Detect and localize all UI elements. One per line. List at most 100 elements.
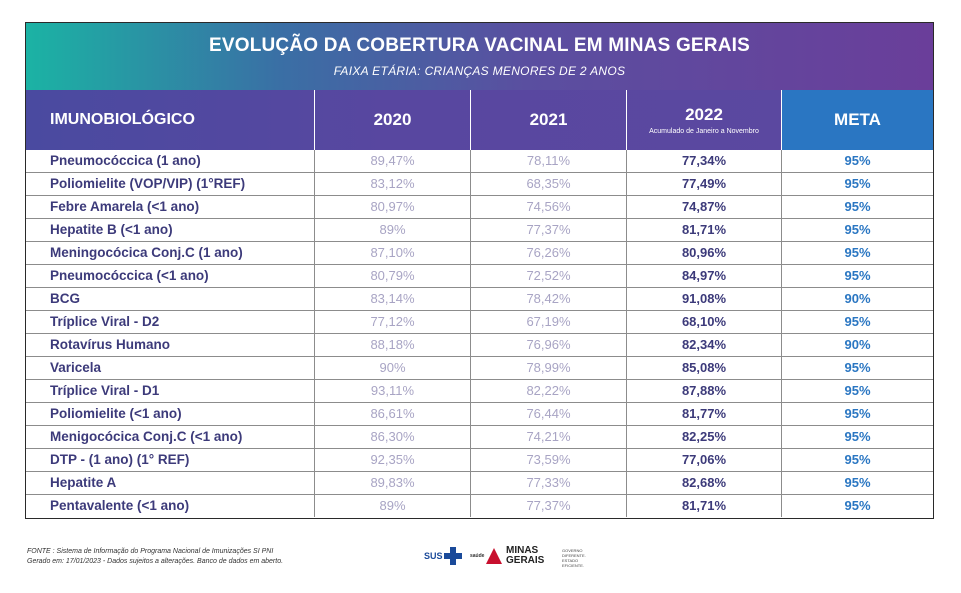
header-2022-note: Acumulado de Janeiro a Novembro [649, 128, 759, 135]
cell-2020: 86,30% [314, 426, 470, 448]
cell-meta: 90% [781, 288, 933, 310]
title-bar: EVOLUÇÃO DA COBERTURA VACINAL EM MINAS G… [26, 23, 933, 90]
footer-source: FONTE : Sistema de Informação do Program… [27, 547, 283, 567]
cell-2022: 84,97% [626, 265, 781, 287]
cell-immunobiological: Menigocócica Conj.C (<1 ano) [50, 429, 243, 444]
cell-2020: 92,35% [314, 449, 470, 471]
cell-immunobiological: Pneumocóccica (1 ano) [50, 153, 201, 168]
header-2022: 2022 Acumulado de Janeiro a Novembro [626, 90, 781, 150]
saude-logo-text: saúde [470, 553, 485, 559]
table-row: Poliomielite (<1 ano) 86,61% 76,44% 81,77% 9… [26, 403, 933, 426]
cell-2021: 73,59% [470, 449, 626, 471]
cell-meta: 95% [781, 173, 933, 195]
cell-immunobiological: Febre Amarela (<1 ano) [50, 199, 200, 214]
cell-2022: 85,08% [626, 357, 781, 379]
cell-2020: 83,12% [314, 173, 470, 195]
cell-2021: 77,37% [470, 219, 626, 241]
cell-meta: 95% [781, 311, 933, 333]
table-row: Pneumocóccica (1 ano) 89,47% 78,11% 77,34% 9… [26, 150, 933, 173]
table-row: Tríplice Viral - D1 93,11% 82,22% 87,88% 95% [26, 380, 933, 403]
cell-2020: 77,12% [314, 311, 470, 333]
cell-2022: 81,71% [626, 219, 781, 241]
cell-2020: 87,10% [314, 242, 470, 264]
header-immunobiological: IMUNOBIOLÓGICO [26, 90, 314, 150]
footer-logos: SUS saúde MINAS GERAIS GOVERNO DIFERENTE… [424, 545, 594, 569]
table-row: Varicela 90% 78,99% 85,08% 95% [26, 357, 933, 380]
cell-immunobiological: Tríplice Viral - D2 [50, 314, 160, 329]
cell-2021: 77,33% [470, 472, 626, 494]
cell-immunobiological: Pneumocóccica (<1 ano) [50, 268, 209, 283]
cell-2020: 89% [314, 495, 470, 517]
cell-2022: 82,68% [626, 472, 781, 494]
table-row: Poliomielite (VOP/VIP) (1°REF) 83,12% 68,3… [26, 173, 933, 196]
cell-2021: 74,21% [470, 426, 626, 448]
cell-2021: 67,19% [470, 311, 626, 333]
cell-immunobiological: Tríplice Viral - D1 [50, 383, 160, 398]
cell-2021: 72,52% [470, 265, 626, 287]
cell-immunobiological: Pentavalente (<1 ano) [50, 498, 190, 513]
cell-2020: 80,97% [314, 196, 470, 218]
cell-immunobiological: Meningocócica Conj.C (1 ano) [50, 245, 243, 260]
cell-meta: 95% [781, 380, 933, 402]
cell-2022: 68,10% [626, 311, 781, 333]
table-row: DTP - (1 ano) (1° REF) 92,35% 73,59% 77,06%… [26, 449, 933, 472]
government-slogan: GOVERNO DIFERENTE. ESTADO EFICIENTE. [562, 548, 586, 568]
cell-2022: 80,96% [626, 242, 781, 264]
cell-immunobiological: BCG [50, 291, 80, 306]
cell-2020: 93,11% [314, 380, 470, 402]
cell-2021: 78,42% [470, 288, 626, 310]
table-row: Menigocócica Conj.C (<1 ano) 86,30% 74,21%… [26, 426, 933, 449]
cell-2021: 78,11% [470, 150, 626, 172]
minas-gerais-logo-text: MINAS GERAIS [506, 546, 544, 566]
cell-2020: 80,79% [314, 265, 470, 287]
header-immunobiological-label: IMUNOBIOLÓGICO [50, 111, 195, 128]
header-2021-label: 2021 [529, 110, 568, 129]
cell-2022: 77,49% [626, 173, 781, 195]
cell-meta: 90% [781, 334, 933, 356]
cell-2021: 76,44% [470, 403, 626, 425]
cell-meta: 95% [781, 242, 933, 264]
cell-meta: 95% [781, 150, 933, 172]
table-row: Hepatite A 89,83% 77,33% 82,68% 95% [26, 472, 933, 495]
cell-immunobiological: Varicela [50, 360, 102, 375]
cell-immunobiological: DTP - (1 ano) (1° REF) [50, 452, 190, 467]
cell-meta: 95% [781, 426, 933, 448]
table-row: Rotavírus Humano 88,18% 76,96% 82,34% 90% [26, 334, 933, 357]
cell-2020: 90% [314, 357, 470, 379]
header-2022-label: 2022 [685, 105, 723, 124]
cell-2020: 86,61% [314, 403, 470, 425]
gov-line3: ESTADO [562, 558, 579, 563]
cell-2021: 78,99% [470, 357, 626, 379]
cell-meta: 95% [781, 449, 933, 471]
table-title: EVOLUÇÃO DA COBERTURA VACINAL EM MINAS G… [208, 35, 751, 56]
cell-2021: 68,35% [470, 173, 626, 195]
cell-2022: 81,77% [626, 403, 781, 425]
minas-gerais-triangle-icon [486, 548, 502, 564]
cell-2022: 74,87% [626, 196, 781, 218]
cell-2022: 91,08% [626, 288, 781, 310]
table-row: Tríplice Viral - D2 77,12% 67,19% 68,10% 95% [26, 311, 933, 334]
header-2021: 2021 [470, 90, 626, 150]
table-row: Pneumocóccica (<1 ano) 80,79% 72,52% 84,97%… [26, 265, 933, 288]
header-2020: 2020 [314, 90, 470, 150]
gov-line1: GOVERNO [562, 548, 583, 553]
table-row: BCG 83,14% 78,42% 91,08% 90% [26, 288, 933, 311]
header-meta: META [781, 90, 933, 150]
cell-2022: 82,25% [626, 426, 781, 448]
cell-immunobiological: Poliomielite (VOP/VIP) (1°REF) [50, 176, 246, 191]
cell-immunobiological: Hepatite B (<1 ano) [50, 222, 173, 237]
cell-2021: 77,37% [470, 495, 626, 517]
cell-immunobiological: Rotavírus Humano [50, 337, 171, 352]
cell-meta: 95% [781, 495, 933, 517]
footer-generated-line: Gerado em: 17/01/2023 - Dados sujeitos a… [27, 558, 284, 565]
coverage-table-frame: EVOLUÇÃO DA COBERTURA VACINAL EM MINAS G… [25, 22, 934, 519]
mg-line1: MINAS [506, 545, 539, 556]
cell-meta: 95% [781, 265, 933, 287]
cell-2020: 83,14% [314, 288, 470, 310]
footer-source-line: FONTE : Sistema de Informação do Program… [27, 548, 274, 555]
cell-meta: 95% [781, 403, 933, 425]
gov-line2: DIFERENTE. [562, 553, 586, 558]
cell-2022: 77,34% [626, 150, 781, 172]
table-row: Hepatite B (<1 ano) 89% 77,37% 81,71% 95% [26, 219, 933, 242]
sus-cross-icon [444, 547, 462, 565]
